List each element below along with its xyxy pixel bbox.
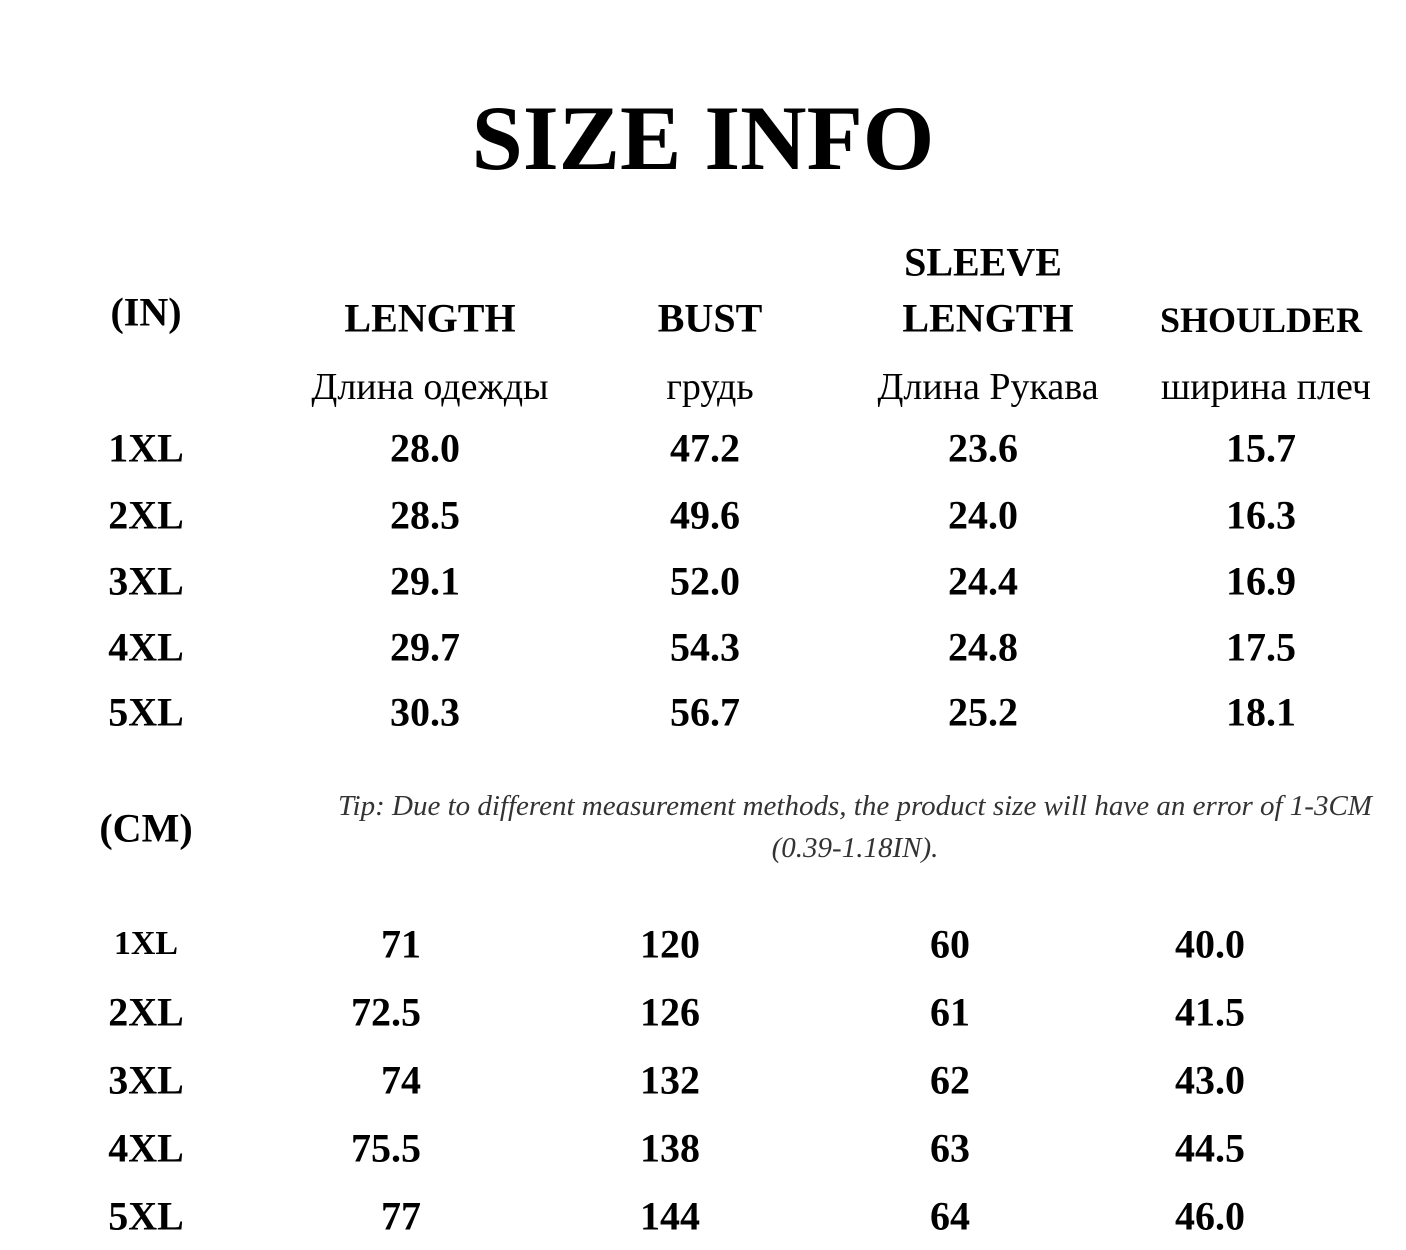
table-cell: 23.6 <box>948 425 1018 471</box>
table-cell: 120 <box>640 921 700 967</box>
table-cell: 44.5 <box>1175 1125 1245 1171</box>
table-cell: 40.0 <box>1175 921 1245 967</box>
header-ru-length: Длина одежды <box>311 366 549 408</box>
size-label: 4XL <box>108 624 184 670</box>
measurement-tip: Tip: Due to different measurement method… <box>338 790 1372 864</box>
table-cell: 77 <box>381 1193 421 1239</box>
table-cell: 25.2 <box>948 689 1018 735</box>
unit-label-inches: (IN) <box>110 289 182 335</box>
size-label: 5XL <box>108 1193 184 1239</box>
table-cell: 49.6 <box>670 492 740 538</box>
table-cell: 60 <box>930 921 970 967</box>
table-cell: 29.7 <box>390 624 460 670</box>
size-label: 1XL <box>108 425 184 471</box>
table-cell: 47.2 <box>670 425 740 471</box>
table-cell: 17.5 <box>1226 624 1296 670</box>
table-cell: 24.0 <box>948 492 1018 538</box>
table-cell: 52.0 <box>670 558 740 604</box>
table-cell: 24.8 <box>948 624 1018 670</box>
table-cell: 18.1 <box>1226 689 1296 735</box>
table-cell: 126 <box>640 989 700 1035</box>
table-cell: 64 <box>930 1193 970 1239</box>
size-label: 4XL <box>108 1125 184 1171</box>
table-cell: 144 <box>640 1193 700 1239</box>
size-label: 5XL <box>108 689 184 735</box>
table-cell: 24.4 <box>948 558 1018 604</box>
header-length: LENGTH <box>344 295 516 341</box>
table-cell: 16.9 <box>1226 558 1296 604</box>
table-cell: 16.3 <box>1226 492 1296 538</box>
table-cell: 28.5 <box>390 492 460 538</box>
table-cell: 138 <box>640 1125 700 1171</box>
header-sleeve: SLEEVE <box>904 239 1062 285</box>
size-label: 2XL <box>108 989 184 1035</box>
header-sleeve-length: LENGTH <box>902 295 1074 341</box>
table-cell: 43.0 <box>1175 1057 1245 1103</box>
header-ru-shoulder: ширина плеч <box>1161 366 1371 408</box>
table-cell: 75.5 <box>351 1125 421 1171</box>
table-cell: 46.0 <box>1175 1193 1245 1239</box>
unit-label-cm: (CM) <box>99 805 193 851</box>
header-shoulder: SHOULDER <box>1159 300 1363 340</box>
size-label: 3XL <box>108 558 184 604</box>
table-cell: 132 <box>640 1057 700 1103</box>
header-bust: BUST <box>657 295 763 341</box>
page-title: SIZE INFO <box>471 87 935 189</box>
header-ru-bust: грудь <box>666 366 754 408</box>
table-cell: 61 <box>930 989 970 1035</box>
table-cell: 72.5 <box>351 989 421 1035</box>
table-cell: 54.3 <box>670 624 740 670</box>
table-cell: 28.0 <box>390 425 460 471</box>
table-cell: 56.7 <box>670 689 740 735</box>
header-ru-sleeve: Длина Рукава <box>877 366 1099 408</box>
table-cell: 41.5 <box>1175 989 1245 1035</box>
size-label: 2XL <box>108 492 184 538</box>
table-cell: 62 <box>930 1057 970 1103</box>
table-cell: 63 <box>930 1125 970 1171</box>
table-cell: 29.1 <box>390 558 460 604</box>
size-label: 3XL <box>108 1057 184 1103</box>
size-label: 1XL <box>113 925 179 962</box>
table-cell: 71 <box>381 921 421 967</box>
table-cell: 30.3 <box>390 689 460 735</box>
table-cell: 74 <box>381 1057 421 1103</box>
table-cell: 15.7 <box>1226 425 1296 471</box>
